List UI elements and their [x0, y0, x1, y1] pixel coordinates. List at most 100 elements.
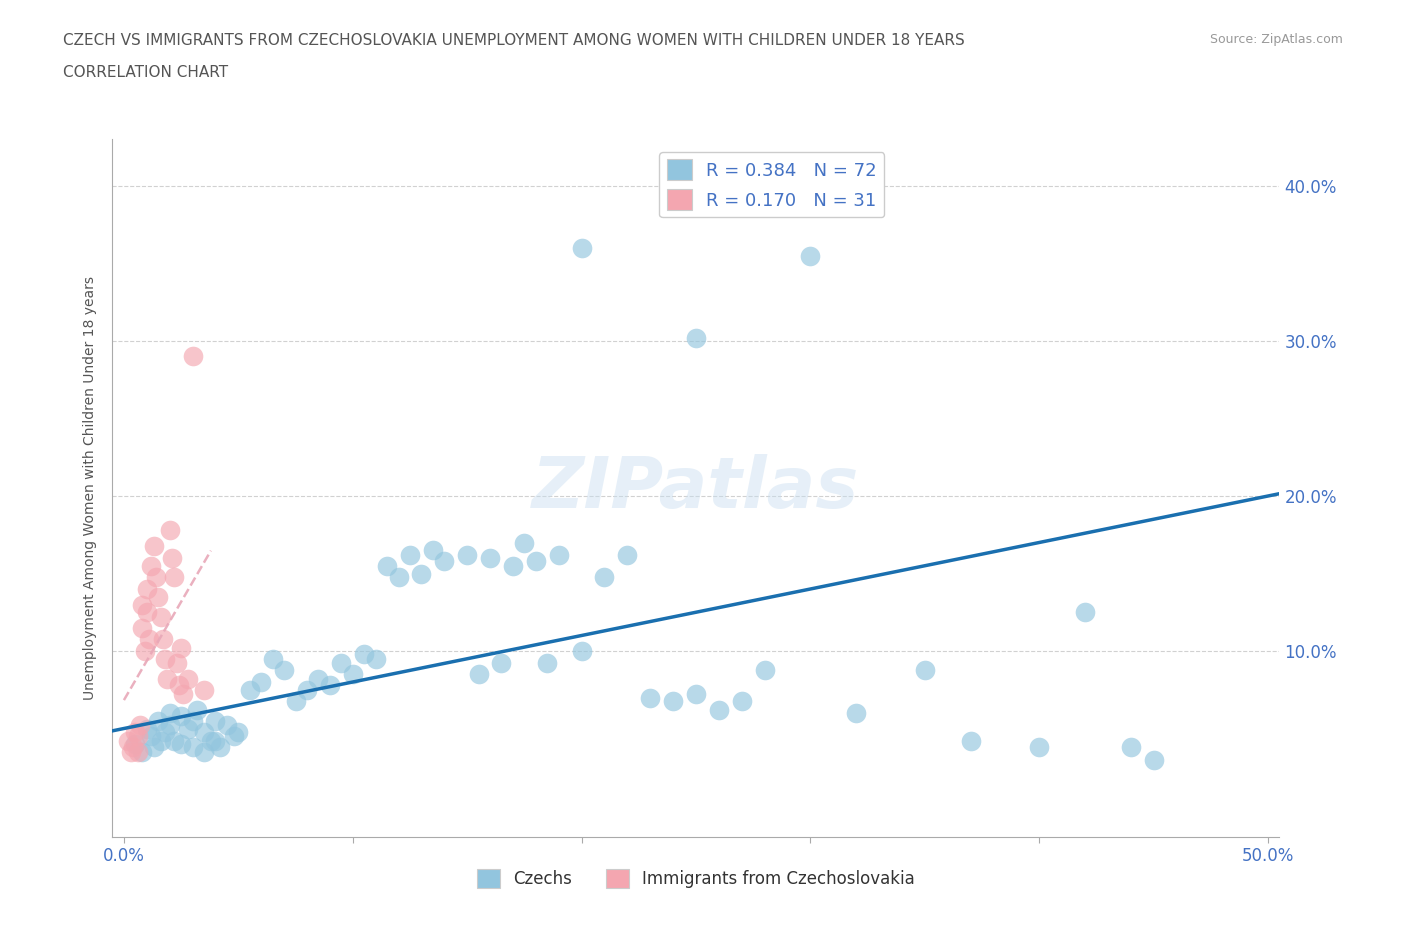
- Point: [172, 687, 194, 702]
- Point: [1074, 604, 1097, 619]
- Point: [170, 641, 193, 656]
- Point: [193, 744, 215, 759]
- Point: [959, 734, 981, 749]
- Point: [215, 718, 238, 733]
- Point: [131, 744, 153, 759]
- Point: [200, 734, 222, 749]
- Point: [149, 609, 172, 624]
- Point: [228, 724, 250, 739]
- Point: [141, 729, 163, 744]
- Text: ZIPatlas: ZIPatlas: [533, 454, 859, 523]
- Point: [156, 671, 179, 686]
- Point: [467, 667, 489, 682]
- Point: [149, 734, 172, 749]
- Point: [167, 678, 190, 693]
- Y-axis label: Unemployment Among Women with Children Under 18 years: Unemployment Among Women with Children U…: [83, 276, 97, 700]
- Point: [181, 349, 204, 364]
- Point: [273, 662, 295, 677]
- Point: [135, 581, 157, 596]
- Point: [142, 739, 165, 754]
- Point: [120, 744, 142, 759]
- Point: [170, 709, 193, 724]
- Point: [141, 558, 163, 573]
- Text: CZECH VS IMMIGRANTS FROM CZECHOSLOVAKIA UNEMPLOYMENT AMONG WOMEN WITH CHILDREN U: CZECH VS IMMIGRANTS FROM CZECHOSLOVAKIA …: [63, 33, 965, 47]
- Point: [1142, 752, 1164, 767]
- Point: [914, 662, 936, 677]
- Point: [638, 690, 661, 705]
- Point: [122, 739, 145, 754]
- Point: [193, 724, 215, 739]
- Point: [502, 558, 524, 573]
- Point: [153, 651, 176, 666]
- Point: [124, 724, 146, 739]
- Text: CORRELATION CHART: CORRELATION CHART: [63, 65, 228, 80]
- Point: [159, 523, 181, 538]
- Point: [479, 551, 502, 565]
- Point: [685, 687, 707, 702]
- Point: [163, 734, 186, 749]
- Point: [177, 721, 200, 736]
- Point: [411, 566, 433, 581]
- Point: [845, 706, 868, 721]
- Point: [284, 693, 307, 708]
- Point: [153, 724, 176, 739]
- Point: [307, 671, 329, 686]
- Point: [295, 683, 318, 698]
- Point: [239, 683, 262, 698]
- Point: [330, 656, 353, 671]
- Point: [1119, 739, 1142, 754]
- Point: [1028, 739, 1050, 754]
- Point: [135, 721, 157, 736]
- Point: [177, 671, 200, 686]
- Point: [513, 535, 536, 550]
- Point: [129, 718, 152, 733]
- Point: [181, 713, 204, 728]
- Point: [616, 548, 638, 563]
- Point: [159, 718, 181, 733]
- Point: [399, 548, 422, 563]
- Point: [117, 734, 139, 749]
- Point: [536, 656, 558, 671]
- Point: [160, 551, 183, 565]
- Point: [364, 651, 387, 666]
- Point: [342, 667, 364, 682]
- Point: [204, 734, 226, 749]
- Point: [152, 631, 174, 646]
- Point: [142, 538, 165, 553]
- Point: [250, 674, 273, 689]
- Point: [145, 569, 167, 584]
- Point: [387, 569, 409, 584]
- Point: [593, 569, 616, 584]
- Point: [319, 678, 342, 693]
- Point: [148, 590, 170, 604]
- Point: [222, 729, 245, 744]
- Point: [524, 553, 547, 568]
- Point: [134, 644, 156, 658]
- Point: [124, 737, 146, 751]
- Point: [685, 330, 707, 345]
- Point: [193, 683, 215, 698]
- Point: [204, 713, 226, 728]
- Point: [170, 737, 193, 751]
- Point: [135, 604, 157, 619]
- Point: [262, 651, 284, 666]
- Point: [163, 569, 186, 584]
- Point: [127, 744, 149, 759]
- Point: [208, 739, 231, 754]
- Point: [422, 543, 444, 558]
- Point: [375, 558, 398, 573]
- Point: [662, 693, 685, 708]
- Point: [181, 739, 204, 754]
- Point: [754, 662, 776, 677]
- Point: [799, 248, 821, 263]
- Text: Source: ZipAtlas.com: Source: ZipAtlas.com: [1209, 33, 1343, 46]
- Point: [491, 656, 513, 671]
- Point: [571, 241, 593, 256]
- Point: [353, 646, 375, 661]
- Point: [127, 729, 149, 744]
- Point: [148, 713, 170, 728]
- Point: [159, 706, 181, 721]
- Point: [131, 597, 153, 612]
- Point: [731, 693, 754, 708]
- Point: [433, 553, 456, 568]
